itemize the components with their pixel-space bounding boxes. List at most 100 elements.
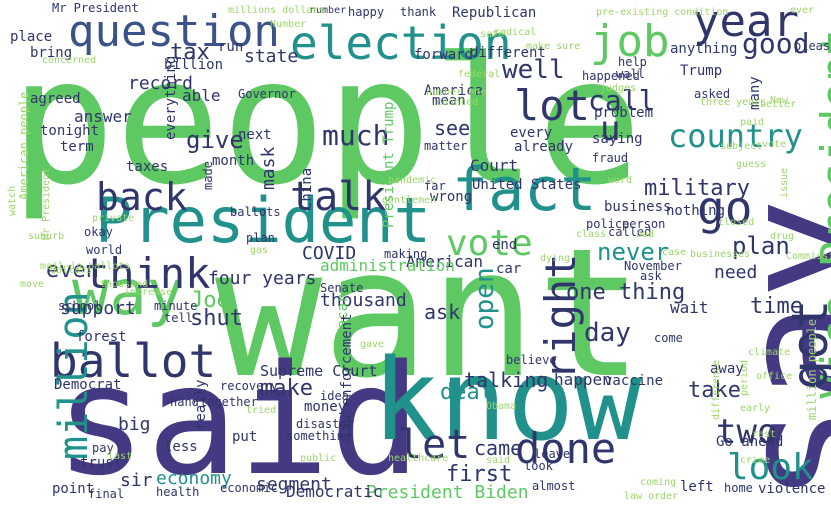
word-disaster: disaster — [296, 417, 354, 431]
word-fact: fact — [452, 155, 597, 225]
word-state: state — [244, 46, 299, 67]
word-please: please — [794, 39, 831, 53]
word-issue: issue — [779, 167, 790, 198]
word-economic: economic — [220, 481, 278, 495]
word-million-people: million people — [805, 318, 819, 420]
word-tell: tell — [164, 311, 193, 325]
word-mr-president: Mr President — [41, 167, 52, 240]
word-mail-in-ballots: mail-in ballots — [40, 261, 131, 272]
word-end: end — [492, 237, 518, 253]
word-car: car — [496, 261, 522, 277]
word-look: look — [524, 459, 553, 473]
word-healthcare: healthcare — [388, 453, 449, 464]
word-economy: economy — [156, 468, 232, 489]
word-give: give — [186, 126, 244, 154]
word-happen: happen — [554, 370, 612, 389]
word-america: America — [424, 83, 484, 99]
word-person: person — [622, 217, 666, 231]
word-already: already — [514, 139, 574, 155]
word-president: President — [95, 184, 431, 257]
word-ballot: ballot — [50, 334, 217, 388]
word-leave: leave — [534, 447, 571, 461]
word-wall: wall — [616, 67, 645, 81]
word-something: something — [286, 429, 352, 443]
word-home: home — [724, 481, 753, 495]
word-private: private — [92, 213, 135, 224]
word-less: less — [164, 439, 198, 455]
word-well: well — [502, 55, 565, 85]
word-coming: coming — [640, 477, 677, 488]
word-saying: saying — [592, 131, 643, 147]
word-come: come — [654, 331, 683, 345]
word-almost: almost — [532, 479, 576, 493]
word-police: police — [586, 217, 630, 231]
word-call: call — [588, 84, 656, 117]
word-trump: Trump — [680, 63, 723, 79]
word-ever: ever — [790, 5, 815, 16]
word-ask: ask — [424, 300, 461, 324]
word-court: Court — [470, 156, 519, 175]
word-ask: ask — [640, 269, 662, 283]
word-problem: problem — [594, 105, 654, 121]
word-dollars: dollars — [50, 265, 93, 276]
word-term: term — [60, 139, 94, 155]
word-go: go — [697, 181, 753, 235]
word-need: need — [714, 262, 758, 283]
word-democratic: Democratic — [286, 482, 383, 501]
word-run: run — [218, 39, 244, 55]
word-military: military — [644, 176, 750, 201]
word-counted: counted — [436, 97, 479, 108]
word-senate: Senate — [320, 281, 364, 295]
word-election: election — [290, 16, 512, 70]
word-thousand: thousand — [320, 290, 407, 311]
word-president-trump: President Trump — [381, 101, 397, 228]
word-people: people — [10, 21, 643, 224]
word-democrat: Democrat — [54, 377, 122, 393]
word-tonight: tonight — [40, 123, 100, 139]
word-office: office — [756, 371, 793, 382]
word-anything: anything — [670, 41, 738, 57]
word-shut: shut — [190, 306, 243, 331]
word-law-order: law order — [624, 491, 679, 502]
word-bad: bad — [636, 229, 655, 240]
word-help: help — [618, 55, 647, 69]
word-increase: increase — [124, 287, 173, 298]
word-thank: thank — [400, 5, 437, 19]
word-governor: Governor — [238, 87, 296, 101]
word-big: big — [118, 414, 151, 435]
word-gas: gas — [250, 245, 269, 256]
word-federal: federal — [458, 69, 501, 80]
word-forest: forest — [76, 329, 127, 345]
word-class: class — [576, 229, 607, 240]
word-judges: judges — [600, 83, 637, 94]
word-forward: forward — [414, 47, 474, 63]
word-u: u — [600, 109, 621, 149]
word-talking: talking — [464, 368, 549, 392]
word-make-sure: make sure — [526, 41, 581, 52]
word-even: even — [46, 258, 99, 283]
word-guess: guess — [736, 159, 767, 170]
word-good: good — [742, 27, 810, 60]
word-take: take — [688, 378, 741, 403]
word-deal: deal — [440, 380, 493, 405]
word-subject: subject — [720, 141, 763, 152]
word-early: early — [740, 403, 771, 414]
word-agreed: agreed — [30, 91, 81, 107]
word-dying: dying — [540, 253, 571, 264]
word-fraud: fraud — [592, 151, 629, 165]
word-american: American — [406, 252, 484, 271]
word-wait: wait — [670, 298, 709, 317]
word-four-years: four years — [208, 268, 317, 289]
word-climate: climate — [748, 347, 791, 358]
word-one-thing: one thing — [566, 280, 686, 305]
word-mr-president: Mr President — [52, 1, 139, 15]
word-want: want — [215, 210, 644, 417]
word-plan: plan — [246, 231, 275, 245]
word-away: away — [710, 361, 744, 377]
word-vaccine: vaccine — [604, 373, 664, 389]
word-came: came — [474, 436, 523, 460]
word-gave: gave — [360, 339, 385, 350]
word-much: much — [322, 119, 390, 152]
word-difference: difference — [711, 359, 722, 420]
